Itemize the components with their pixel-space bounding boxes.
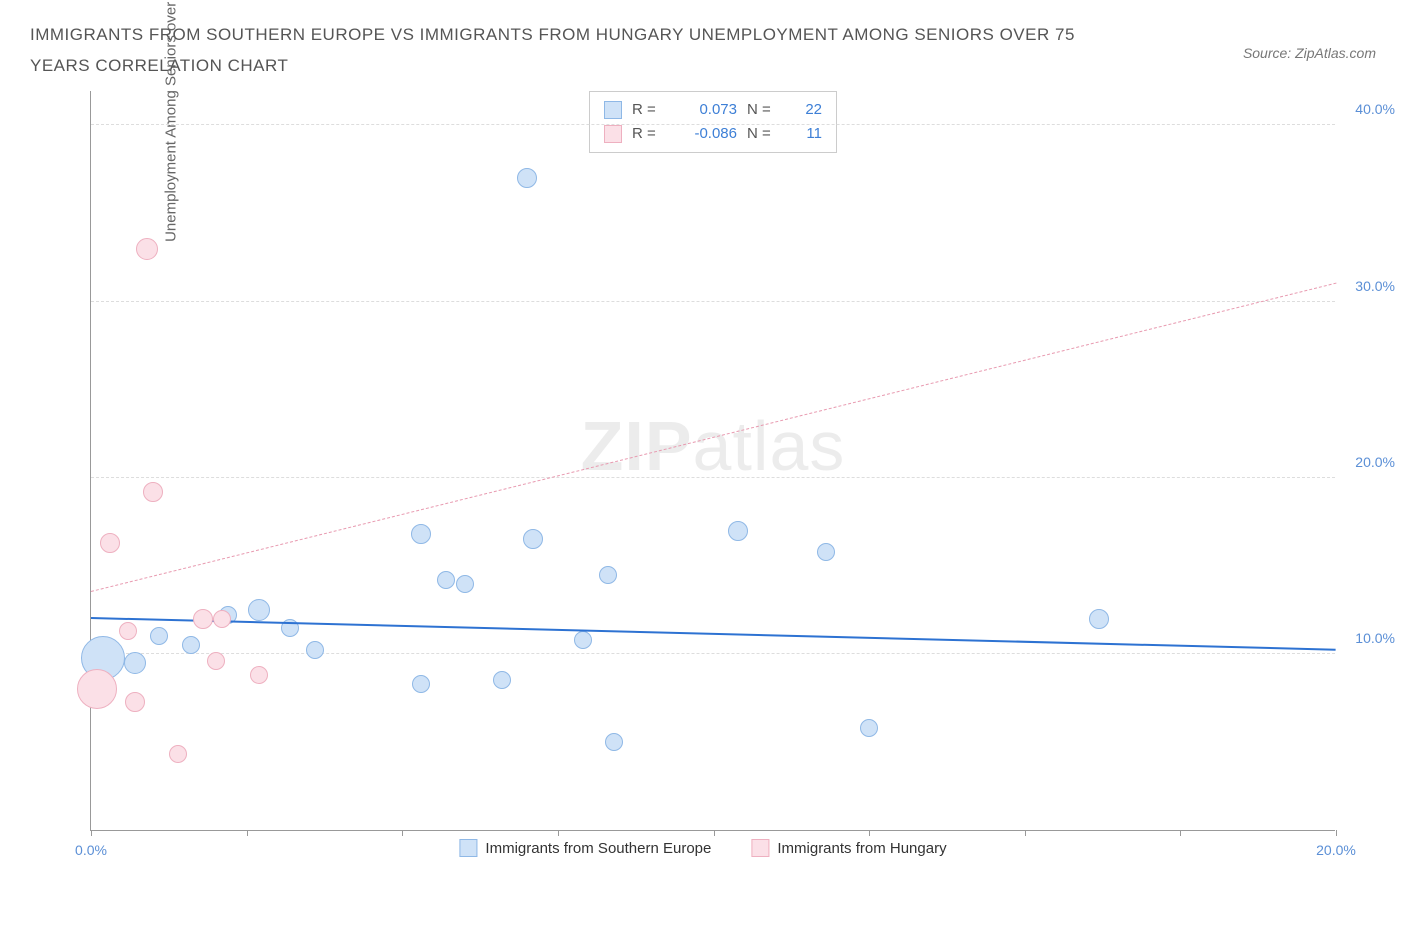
data-point-southern_europe <box>248 599 270 621</box>
data-point-hungary <box>213 610 231 628</box>
legend-r-label: R = <box>632 122 667 146</box>
y-tick-label: 20.0% <box>1355 454 1395 470</box>
series-legend-item: Immigrants from Southern Europe <box>459 839 711 857</box>
gridline <box>91 124 1335 125</box>
data-point-southern_europe <box>437 571 455 589</box>
series-legend-label: Immigrants from Southern Europe <box>485 840 711 857</box>
legend-swatch <box>459 839 477 857</box>
data-point-hungary <box>143 482 163 502</box>
data-point-southern_europe <box>456 575 474 593</box>
data-point-southern_europe <box>517 168 537 188</box>
gridline <box>91 477 1335 478</box>
data-point-southern_europe <box>411 524 431 544</box>
y-tick-label: 30.0% <box>1355 278 1395 294</box>
legend-n-value: 11 <box>792 122 822 146</box>
chart-title: IMMIGRANTS FROM SOUTHERN EUROPE VS IMMIG… <box>30 20 1130 81</box>
source-label: Source: ZipAtlas.com <box>1243 45 1376 61</box>
x-tick <box>869 830 870 836</box>
stats-legend: R = 0.073 N = 22 R = -0.086 N = 11 <box>589 91 837 153</box>
data-point-southern_europe <box>860 719 878 737</box>
legend-n-value: 22 <box>792 98 822 122</box>
data-point-hungary <box>100 533 120 553</box>
x-tick <box>1336 830 1337 836</box>
series-legend-label: Immigrants from Hungary <box>777 840 946 857</box>
x-tick <box>247 830 248 836</box>
data-point-hungary <box>207 652 225 670</box>
legend-swatch <box>604 101 622 119</box>
legend-r-label: R = <box>632 98 667 122</box>
data-point-southern_europe <box>817 543 835 561</box>
y-tick-label: 40.0% <box>1355 101 1395 117</box>
legend-n-label: N = <box>747 98 782 122</box>
x-tick <box>91 830 92 836</box>
watermark: ZIPatlas <box>581 406 846 486</box>
data-point-hungary <box>250 666 268 684</box>
data-point-southern_europe <box>412 675 430 693</box>
legend-swatch <box>751 839 769 857</box>
data-point-southern_europe <box>182 636 200 654</box>
series-legend: Immigrants from Southern Europe Immigrant… <box>459 839 946 857</box>
data-point-southern_europe <box>523 529 543 549</box>
data-point-southern_europe <box>1089 609 1109 629</box>
legend-swatch <box>604 125 622 143</box>
x-tick-label: 0.0% <box>75 842 107 858</box>
gridline <box>91 301 1335 302</box>
x-tick <box>558 830 559 836</box>
series-legend-item: Immigrants from Hungary <box>751 839 946 857</box>
x-tick-label: 20.0% <box>1316 842 1356 858</box>
data-point-southern_europe <box>493 671 511 689</box>
legend-r-value: -0.086 <box>677 122 737 146</box>
data-point-southern_europe <box>605 733 623 751</box>
data-point-hungary <box>119 622 137 640</box>
x-tick <box>1025 830 1026 836</box>
data-point-southern_europe <box>306 641 324 659</box>
stats-legend-row: R = -0.086 N = 11 <box>604 122 822 146</box>
trend-line-hungary <box>91 283 1336 592</box>
data-point-southern_europe <box>150 627 168 645</box>
gridline <box>91 653 1335 654</box>
y-tick-label: 10.0% <box>1355 630 1395 646</box>
data-point-hungary <box>77 669 117 709</box>
x-tick <box>1180 830 1181 836</box>
x-tick <box>714 830 715 836</box>
data-point-hungary <box>193 609 213 629</box>
data-point-hungary <box>136 238 158 260</box>
stats-legend-row: R = 0.073 N = 22 <box>604 98 822 122</box>
plot-area: ZIPatlas R =0.073N =22R =-0.086N =11 10.… <box>90 91 1335 831</box>
legend-r-value: 0.073 <box>677 98 737 122</box>
data-point-southern_europe <box>124 652 146 674</box>
x-tick <box>402 830 403 836</box>
data-point-southern_europe <box>728 521 748 541</box>
data-point-hungary <box>169 745 187 763</box>
data-point-southern_europe <box>574 631 592 649</box>
data-point-hungary <box>125 692 145 712</box>
data-point-southern_europe <box>599 566 617 584</box>
trend-line-southern_europe <box>91 617 1336 651</box>
legend-n-label: N = <box>747 122 782 146</box>
